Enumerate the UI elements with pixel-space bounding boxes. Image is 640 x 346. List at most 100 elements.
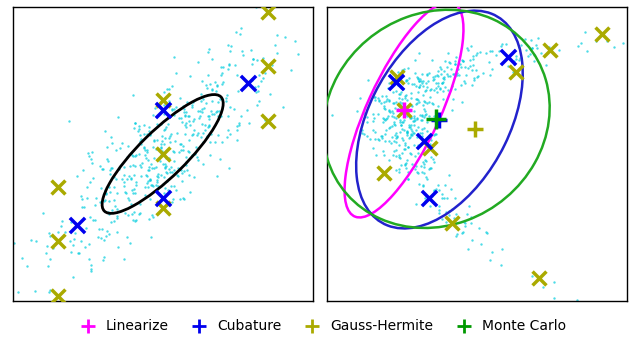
Point (181, 120, 191, 126)
Point (147, 112, 157, 118)
Point (413, 143, 424, 148)
Point (396, 89, 406, 94)
Point (447, 220, 458, 226)
Point (388, 153, 398, 158)
Point (141, 181, 152, 186)
Point (433, 68, 443, 74)
Point (419, 114, 429, 119)
Point (415, 112, 425, 117)
Point (431, 131, 442, 137)
Point (193, 59, 204, 65)
Point (382, 96, 392, 101)
Point (262, 64, 273, 69)
Point (248, 56, 259, 62)
Point (389, 148, 399, 154)
Point (412, 117, 422, 122)
Point (460, 64, 470, 70)
Point (503, 63, 513, 69)
Point (419, 182, 429, 188)
Point (129, 190, 140, 196)
Point (408, 119, 419, 124)
Point (418, 183, 428, 189)
Point (484, 59, 494, 64)
Point (144, 164, 154, 169)
Point (459, 219, 469, 225)
Point (379, 103, 389, 109)
Point (67, 242, 77, 247)
Point (57, 219, 67, 224)
Point (411, 101, 421, 107)
Point (166, 184, 176, 189)
Point (467, 62, 477, 67)
Point (97, 166, 108, 171)
Point (130, 120, 140, 126)
Point (406, 114, 416, 119)
Point (401, 165, 411, 170)
Point (225, 48, 235, 54)
Point (169, 54, 179, 60)
Point (444, 60, 454, 65)
Point (200, 127, 211, 133)
Point (140, 145, 150, 150)
Point (152, 183, 163, 189)
Point (142, 147, 152, 153)
Point (77, 204, 87, 210)
Point (400, 147, 410, 152)
Point (421, 88, 431, 93)
Point (406, 102, 416, 108)
Point (213, 113, 223, 119)
Point (13, 289, 23, 294)
Point (234, 120, 244, 126)
Point (52, 293, 63, 299)
Point (419, 106, 429, 112)
Point (527, 45, 537, 51)
Point (419, 99, 429, 104)
Point (426, 154, 436, 160)
Point (104, 211, 114, 217)
Point (145, 176, 156, 182)
Point (485, 72, 495, 78)
Point (409, 115, 419, 121)
Point (143, 179, 153, 184)
Point (167, 83, 177, 89)
Point (447, 207, 457, 212)
Point (529, 52, 539, 57)
Point (83, 151, 93, 156)
Point (167, 108, 177, 113)
Point (532, 277, 543, 282)
Point (188, 99, 198, 105)
Point (536, 50, 547, 55)
Point (176, 148, 186, 153)
Point (385, 109, 396, 115)
Point (153, 174, 163, 180)
Point (184, 138, 194, 143)
Point (411, 201, 421, 206)
Point (233, 88, 243, 93)
Point (142, 173, 152, 179)
Point (420, 195, 431, 201)
Point (197, 78, 207, 84)
Point (440, 84, 450, 89)
Point (428, 77, 438, 83)
Point (434, 203, 444, 209)
Point (207, 111, 217, 116)
Point (446, 186, 456, 192)
Point (475, 50, 485, 55)
Point (460, 223, 470, 229)
Point (144, 128, 154, 134)
Point (465, 57, 476, 63)
Point (159, 164, 170, 170)
Point (272, 50, 282, 56)
Point (127, 152, 138, 157)
Point (216, 81, 227, 86)
Point (452, 73, 463, 78)
Point (242, 108, 252, 113)
Point (203, 113, 213, 119)
Point (182, 113, 193, 119)
Point (95, 235, 106, 241)
Point (390, 122, 401, 128)
Point (355, 95, 365, 101)
Point (397, 100, 407, 106)
Point (88, 175, 98, 181)
Point (413, 77, 423, 82)
